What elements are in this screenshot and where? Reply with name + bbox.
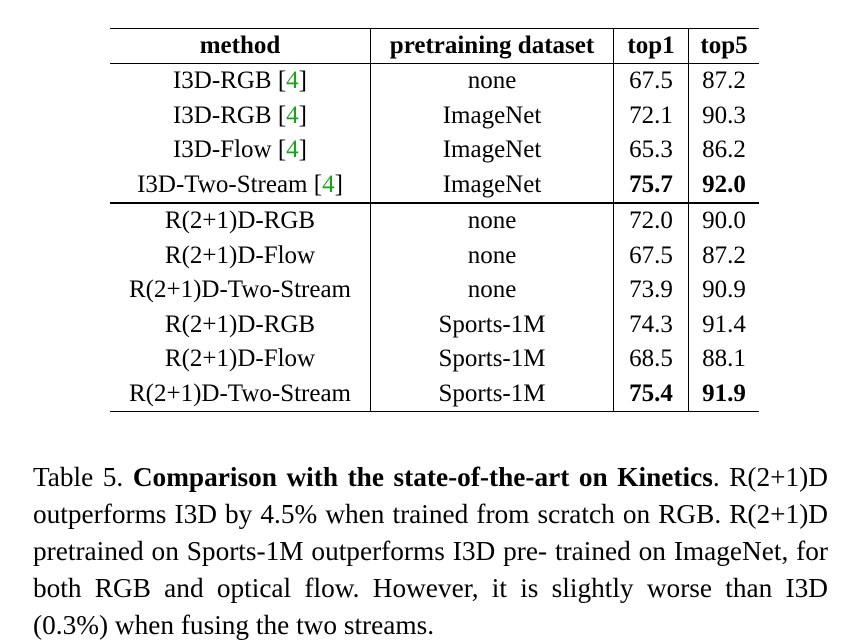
- table-row: R(2+1)D-Two-Stream none 73.9 90.9: [110, 273, 759, 308]
- method-name: R(2+1)D-Two-Stream: [128, 379, 352, 407]
- cell-pretraining-dataset: Sports-1M: [370, 307, 614, 342]
- method-name: I3D-RGB: [172, 67, 272, 94]
- cell-top1: 75.7: [613, 167, 689, 203]
- table-row: I3D-RGB [4] none 67.5 87.2: [110, 63, 759, 99]
- caption-text-3: ) when fusing the two streams.: [98, 610, 435, 641]
- cell-top1: 72.0: [613, 203, 689, 239]
- cell-top1: 75.4: [613, 376, 689, 412]
- method-name: R(2+1)D-RGB: [164, 207, 316, 234]
- citation-link[interactable]: 4: [286, 67, 299, 94]
- table-group-r21d: R(2+1)D-RGB none 72.0 90.0 R(2+1)D-Flow none 6…: [110, 203, 759, 412]
- cell-pretraining-dataset: none: [370, 273, 614, 308]
- cell-pretraining-dataset: none: [370, 203, 614, 239]
- results-table: method pretraining dataset top1 top5 I3D…: [110, 28, 759, 412]
- cell-top5: 91.9: [688, 376, 759, 412]
- cell-top1: 65.3: [613, 133, 689, 168]
- header-method: method: [199, 32, 281, 59]
- citation-link[interactable]: 4: [286, 101, 299, 129]
- table-row: R(2+1)D-Flow Sports-1M 68.5 88.1: [110, 342, 759, 377]
- cell-method: I3D-RGB [4]: [172, 67, 307, 94]
- citation-link[interactable]: 4: [322, 170, 335, 198]
- cell-method: R(2+1)D-Flow: [110, 342, 371, 377]
- cell-pretraining-dataset: ImageNet: [370, 98, 614, 133]
- method-name: R(2+1)D-RGB: [164, 310, 316, 338]
- cell-top1: 73.9: [613, 273, 689, 308]
- table-row: I3D-Two-Stream [4] ImageNet 75.7 92.0: [110, 167, 759, 203]
- cell-top5: 90.0: [688, 203, 759, 239]
- cell-pretraining-dataset: ImageNet: [370, 133, 614, 168]
- cell-top5: 86.2: [688, 133, 759, 168]
- cell-top5: 87.2: [688, 63, 759, 99]
- method-name: I3D-Flow: [172, 136, 272, 163]
- caption-value-2: 0.3%: [42, 610, 99, 641]
- table-header-row: method pretraining dataset top1 top5: [110, 28, 759, 64]
- citation-link[interactable]: 4: [286, 136, 299, 163]
- cell-top1: 67.5: [613, 238, 689, 273]
- cell-pretraining-dataset: none: [370, 238, 614, 273]
- table-row: R(2+1)D-Two-Stream Sports-1M 75.4 91.9: [110, 376, 759, 412]
- caption-title: Comparison with the state-of-the-art on …: [132, 462, 713, 493]
- cell-pretraining-dataset: Sports-1M: [370, 342, 614, 377]
- cell-top1: 68.5: [613, 342, 689, 377]
- method-name: I3D-RGB: [172, 101, 272, 129]
- cell-pretraining-dataset: none: [370, 63, 614, 99]
- caption-text-1: . R(2+1)D outperforms I3D by: [33, 462, 828, 530]
- cell-method: I3D-Two-Stream [4]: [137, 170, 343, 198]
- cell-method: I3D-RGB [4]: [172, 101, 307, 129]
- cell-top5: 87.2: [688, 238, 759, 273]
- method-name: I3D-Two-Stream: [137, 170, 308, 198]
- table-row: R(2+1)D-RGB Sports-1M 74.3 91.4: [110, 307, 759, 343]
- cell-top1: 67.5: [613, 63, 689, 99]
- table-row: R(2+1)D-Flow none 67.5 87.2: [110, 238, 759, 274]
- table-group-i3d: I3D-RGB [4] none 67.5 87.2 I3D-RGB [4] ImageN…: [110, 63, 759, 203]
- cell-method: R(2+1)D-RGB: [110, 308, 371, 343]
- table-row: I3D-Flow [4] ImageNet 65.3 86.2: [110, 133, 759, 168]
- cell-top1: 72.1: [613, 98, 689, 133]
- cell-method: I3D-Flow [4]: [172, 136, 307, 163]
- cell-method: R(2+1)D-Two-Stream: [110, 273, 371, 308]
- caption-value-1: 4.5%: [260, 499, 318, 530]
- cell-top5: 88.1: [688, 342, 759, 377]
- table-row: R(2+1)D-RGB none 72.0 90.0: [110, 203, 759, 239]
- cell-method: R(2+1)D-Two-Stream: [110, 377, 371, 412]
- cell-top5: 91.4: [688, 307, 759, 342]
- cell-top5: 90.3: [688, 98, 759, 133]
- cell-method: R(2+1)D-RGB: [110, 203, 371, 239]
- table-caption: Table 5. Comparison with the state-of-th…: [33, 459, 828, 644]
- cell-top5: 92.0: [688, 167, 759, 203]
- header-top1: top1: [613, 28, 689, 64]
- header-pretraining-dataset: pretraining dataset: [370, 28, 614, 64]
- cell-method: R(2+1)D-Flow: [110, 239, 371, 274]
- cell-top1: 74.3: [613, 307, 689, 342]
- caption-text-2: when trained from scratch on RGB. R(2+1)…: [33, 499, 829, 641]
- method-name: R(2+1)D-Two-Stream: [128, 276, 352, 303]
- method-name: R(2+1)D-Flow: [164, 345, 316, 372]
- header-top5: top5: [688, 28, 759, 64]
- cell-top5: 90.9: [688, 273, 759, 308]
- cell-pretraining-dataset: Sports-1M: [370, 376, 614, 412]
- cell-pretraining-dataset: ImageNet: [370, 167, 614, 203]
- caption-label: Table 5.: [33, 462, 124, 493]
- method-name: R(2+1)D-Flow: [164, 241, 316, 269]
- table-row: I3D-RGB [4] ImageNet 72.1 90.3: [110, 98, 759, 133]
